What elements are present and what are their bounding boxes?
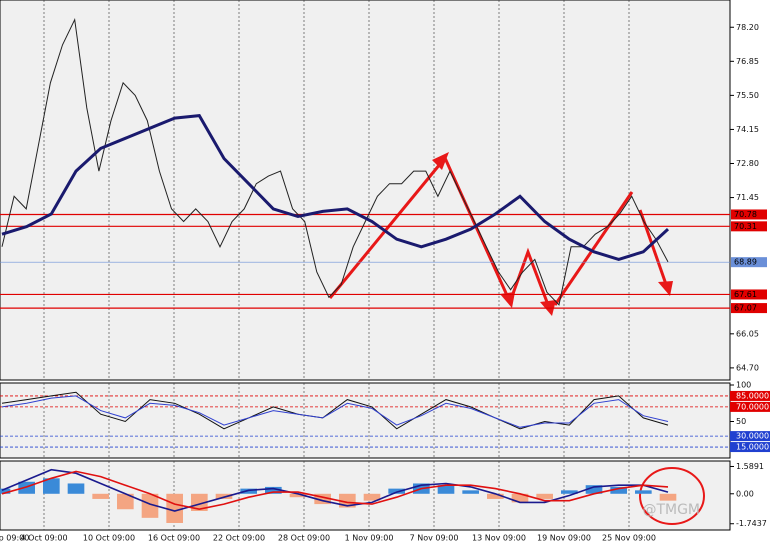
time-label: 10 Oct 09:00 [83,534,135,543]
price-label-bg [731,209,767,220]
y-tick-label: 1.5891 [736,462,764,471]
arrow [553,191,634,306]
histogram-bar [635,490,652,494]
histogram-bar [215,493,233,499]
time-label: 4 Oct 09:00 [20,534,67,543]
histogram-bar [437,485,455,494]
arrow-head [658,281,673,296]
time-label: 1 Nov 09:00 [345,534,394,543]
histogram-bar [265,486,282,494]
histogram-bar [511,493,529,503]
time-label: 22 Oct 09:00 [213,534,265,543]
price-label-bg [731,303,767,314]
time-label: 13 Nov 09:00 [472,534,526,543]
y-tick-label: 74.15 [736,125,759,134]
price-label: 67.61 [734,290,757,299]
histogram-bar [92,493,109,499]
tick-label-bg [730,431,770,442]
price-label: 68.89 [734,258,757,267]
histogram-bar [117,493,134,510]
price-panel [0,0,731,381]
histogram-bar [166,493,183,523]
histogram-bar [289,493,307,498]
histogram-bar [363,493,381,501]
price-label-bg [731,257,767,268]
y-tick-label: 100 [736,381,751,390]
histogram-bar [67,483,85,494]
histogram-bar [191,493,208,511]
time-label: 28 Oct 09:00 [278,534,330,543]
histogram-bar [610,486,627,494]
histogram-bar [43,478,60,494]
price-label: 70.78 [734,210,757,219]
histogram-bar [561,490,578,494]
y-tick-label: 70.0000 [736,402,769,411]
histogram-bar [240,488,257,494]
price-label-bg [731,221,767,232]
arrow-head [500,292,515,308]
y-tick-label: 66.05 [736,329,759,338]
histogram-bar [462,490,479,494]
histogram-bar [659,493,677,501]
histogram-bar [536,493,553,499]
histogram-bar [0,488,11,494]
tick-label-bg [730,390,770,401]
series-line [1,114,670,261]
time-label: 16 Oct 09:00 [148,534,200,543]
time-label: 25 Nov 09:00 [602,534,656,543]
series-line [1,470,669,511]
time-label: 19 Nov 09:00 [537,534,591,543]
histogram-bar [487,493,504,499]
y-tick-label: -1.7437 [736,519,767,528]
y-tick-label: 30.0000 [736,432,769,441]
arrow-head [432,152,449,170]
watermark: @TMGM [642,502,700,518]
y-tick-label: 85.0000 [736,391,769,400]
y-tick-label: 78.20 [736,23,759,32]
series-line [1,468,669,512]
histogram-bar [585,485,603,494]
series-line [1,395,669,428]
tick-label-bg [730,401,770,412]
price-label: 67.07 [734,304,757,313]
y-tick-label: 71.45 [736,193,759,202]
histogram-bar [314,493,331,505]
series-line [1,17,669,306]
arrow-heads [432,152,673,316]
price-label: 70.31 [734,222,757,231]
arrow [443,157,512,303]
arrow [328,157,447,299]
y-tick-label: 50 [736,417,746,426]
y-tick-label: 72.80 [736,159,759,168]
highlight-circle [639,467,705,525]
tick-label-bg [730,442,770,453]
y-tick-label: 15.0000 [736,443,769,452]
histogram-bar [339,493,356,508]
time-label: 7 Nov 09:00 [410,534,459,543]
time-label: p 09:00 [0,534,29,543]
y-tick-label: 0.00 [736,489,754,498]
histogram-bar [141,493,159,518]
y-tick-label: 75.50 [736,91,759,100]
price-label-bg [731,289,767,300]
y-tick-label: 64.70 [736,363,759,372]
histogram-bar [388,488,405,494]
y-tick-label: 76.85 [736,57,759,66]
arrow [508,247,552,311]
